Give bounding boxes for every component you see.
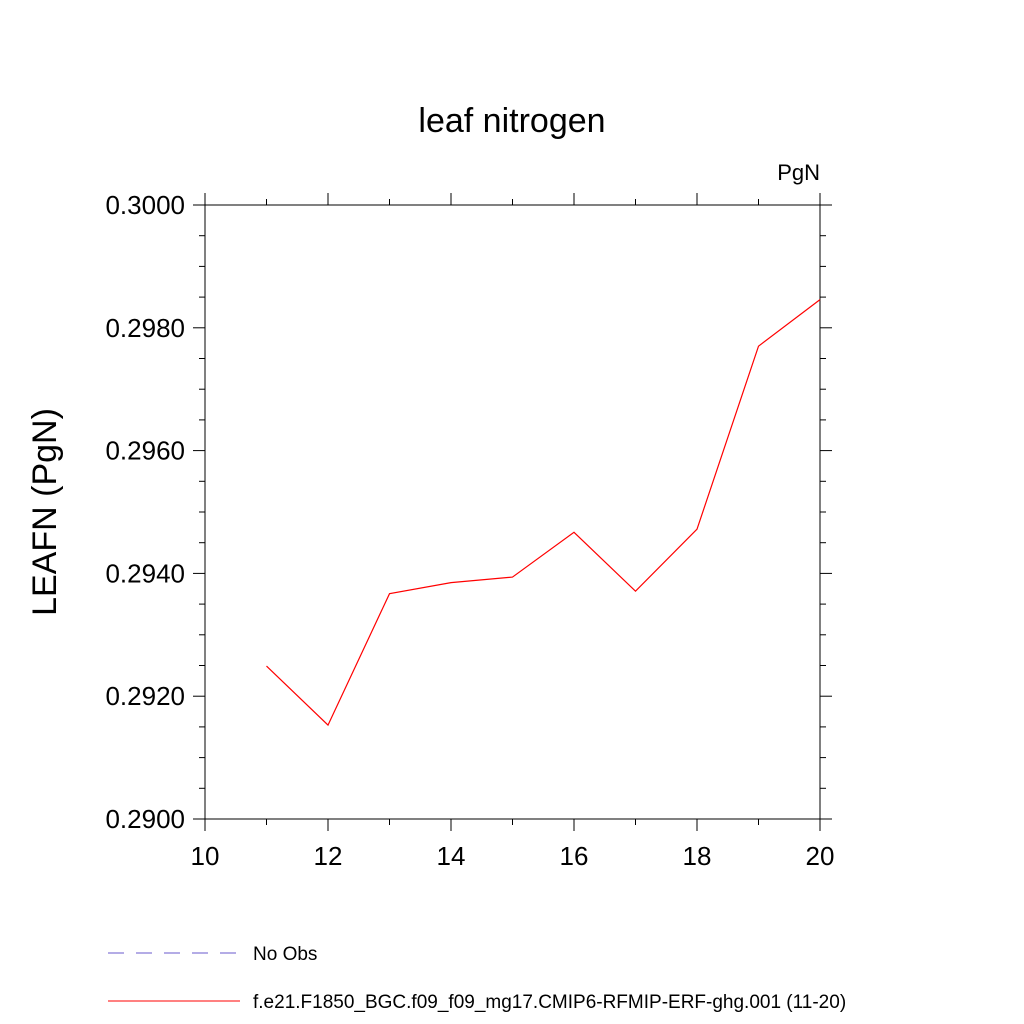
y-tick-label: 0.2940 [105, 558, 185, 588]
x-tick-label: 14 [437, 841, 466, 871]
x-tick-label: 16 [560, 841, 589, 871]
chart-title: leaf nitrogen [418, 102, 605, 140]
x-tick-label: 12 [314, 841, 343, 871]
legend-label: No Obs [253, 944, 317, 965]
y-axis-label: LEAFN (PgN) [26, 408, 64, 616]
x-tick-label: 20 [806, 841, 835, 871]
legend: No Obs f.e21.F1850_BGC.f09_f09_mg17.CMIP6… [108, 944, 846, 1013]
legend-label: f.e21.F1850_BGC.f09_f09_mg17.CMIP6-RFMIP… [253, 992, 846, 1013]
axis-tick-labels: 10 12 14 16 18 20 0.2900 0.2920 0.2940 0.2960 0.29… [105, 190, 834, 871]
y-tick-label: 0.2900 [105, 804, 185, 834]
y-tick-label: 0.3000 [105, 190, 185, 220]
y-tick-label: 0.2920 [105, 681, 185, 711]
plot-frame [204, 204, 821, 820]
units-label: PgN [777, 160, 820, 185]
y-tick-label: 0.2960 [105, 436, 185, 466]
y-tick-label: 0.2980 [105, 313, 185, 343]
series-line [266, 299, 821, 727]
series-layer [266, 299, 821, 727]
x-tick-label: 10 [191, 841, 220, 871]
axis-ticks [193, 193, 832, 831]
x-tick-label: 18 [683, 841, 712, 871]
